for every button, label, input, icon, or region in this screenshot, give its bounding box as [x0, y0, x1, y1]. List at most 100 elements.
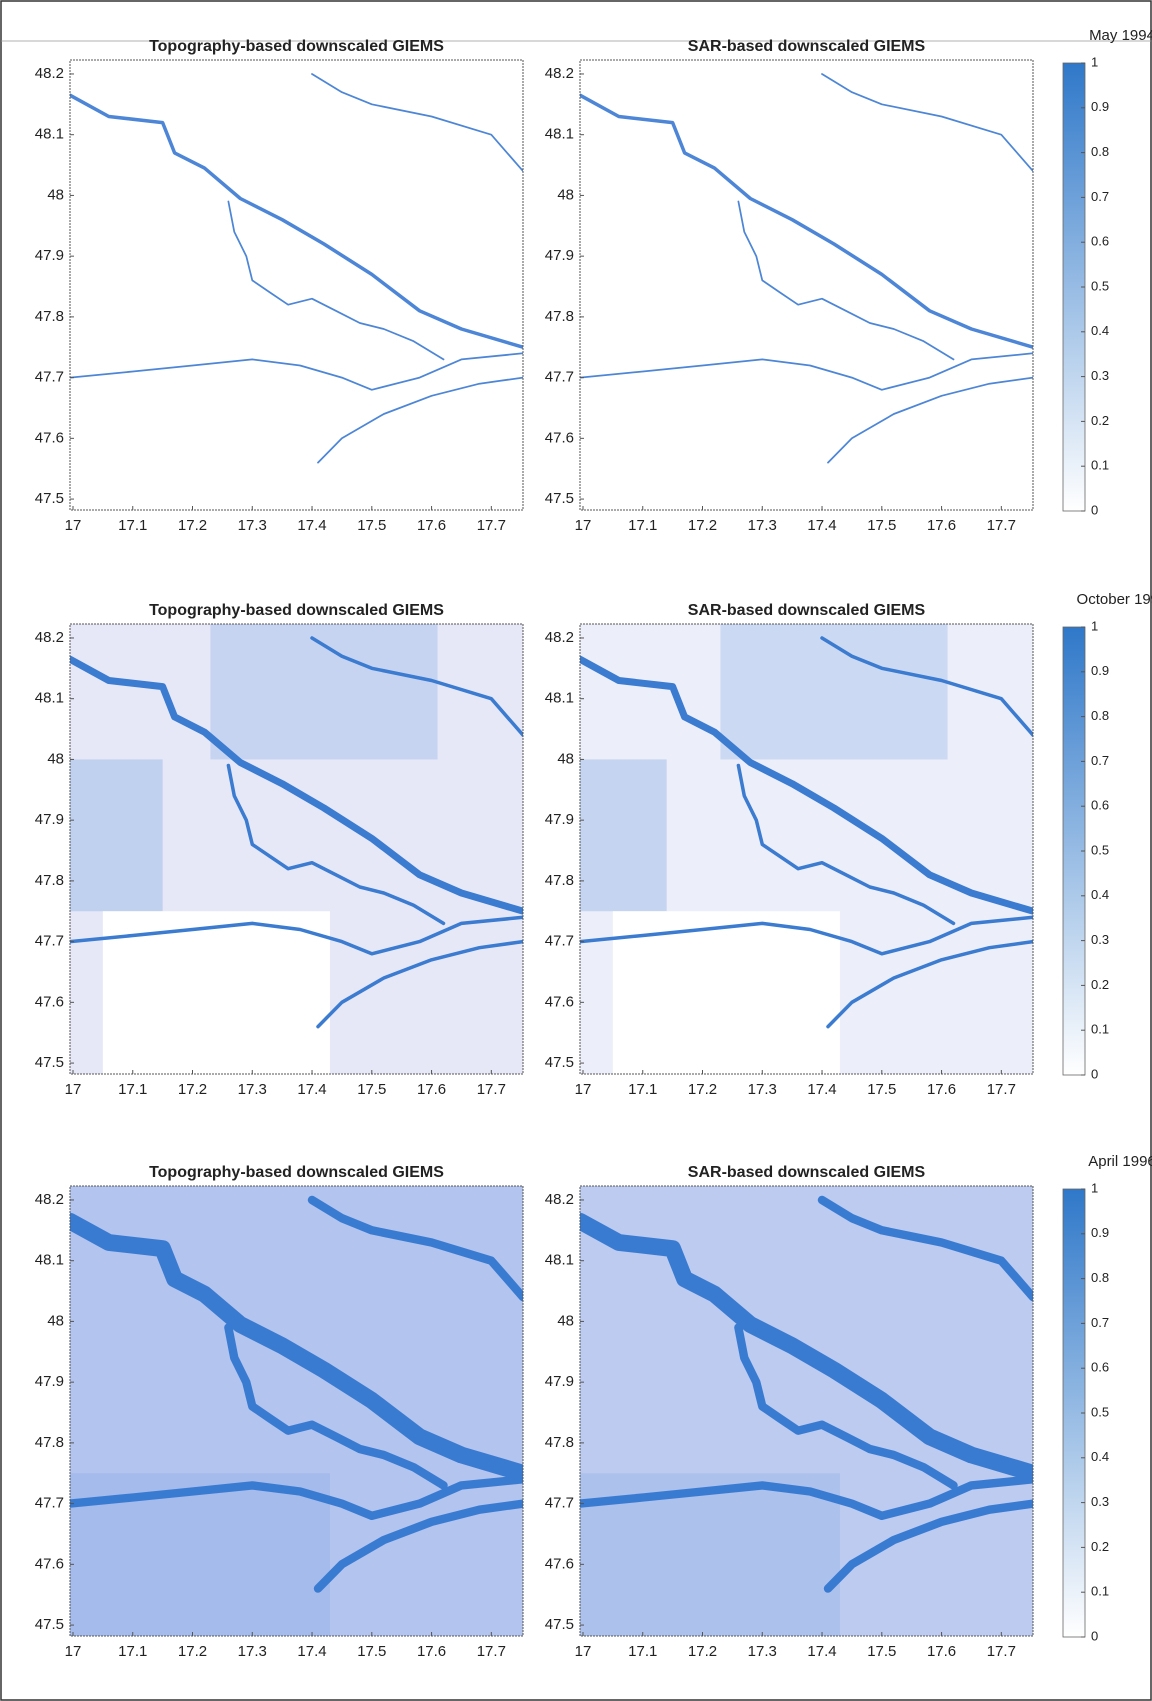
map-panel: Topography-based downscaled GIEMS 17 17.1 1…: [35, 1164, 524, 1660]
water: [70, 1212, 523, 1482]
water: [736, 763, 956, 926]
x-tick-label: 17.5: [357, 517, 386, 534]
water: [316, 939, 523, 1029]
colorbar-tick-label: 0.8: [1091, 144, 1109, 159]
colorbar-tick-label: 0.1: [1091, 1022, 1109, 1037]
water: [307, 1195, 523, 1302]
panel-title: Topography-based downscaled GIEMS: [149, 602, 444, 619]
y-tick-label: 47.8: [35, 872, 64, 889]
x-tick-label: 17.1: [118, 517, 147, 534]
colorbar-tick-label: 0.7: [1091, 1315, 1109, 1330]
colorbar-title: May 1994: [1089, 27, 1152, 44]
x-tick-label: 17.7: [987, 1081, 1016, 1098]
colorbar-tick-label: 0.8: [1091, 1270, 1109, 1285]
colorbar-tick-label: 0.1: [1091, 1584, 1109, 1599]
x-tick-label: 17.3: [748, 1643, 777, 1660]
water: [823, 1499, 1033, 1593]
water: [313, 1499, 523, 1593]
y-tick-label: 48.1: [545, 1252, 574, 1269]
water: [820, 636, 1033, 737]
x-tick-label: 17: [65, 1643, 82, 1660]
colorbar-tick-label: 0.3: [1091, 932, 1109, 947]
x-tick-label: 17.4: [807, 1081, 836, 1098]
water: [580, 93, 1033, 349]
y-tick-label: 48.1: [545, 126, 574, 143]
map-background: [580, 60, 1033, 510]
tile: [612, 911, 840, 1074]
colorbar-tick-label: 0.6: [1091, 1360, 1109, 1375]
water: [821, 73, 1033, 172]
x-tick-label: 17.6: [927, 1081, 956, 1098]
plot-frame: [579, 1185, 1034, 1637]
water: [817, 1195, 1033, 1302]
x-tick-label: 17.2: [688, 1081, 717, 1098]
x-tick-label: 17.3: [748, 517, 777, 534]
y-tick-label: 47.5: [545, 1616, 574, 1633]
colorbar-tick-label: 0: [1091, 1066, 1098, 1081]
map-content: [70, 73, 523, 464]
x-tick-label: 17.7: [477, 1081, 506, 1098]
water: [737, 200, 955, 361]
colorbar: April 1996 0 0.1 0.2 0.3 0.4 0.5 0.6 0.7 0.8 0.9 1: [1062, 1153, 1152, 1643]
y-tick-label: 47.6: [35, 993, 64, 1010]
y-tick-label: 48.2: [545, 629, 574, 646]
colorbar-tick-label: 0: [1091, 502, 1098, 517]
water: [70, 915, 523, 956]
y-tick-label: 48: [557, 186, 574, 203]
colorbar-tick-label: 0.9: [1091, 1225, 1109, 1240]
x-tick-label: 17.1: [118, 1643, 147, 1660]
y-tick-label: 48.1: [545, 690, 574, 707]
y-tick-label: 48.1: [35, 1252, 64, 1269]
x-tick-label: 17.4: [297, 517, 326, 534]
tile: [70, 759, 163, 912]
y-tick-label: 47.6: [545, 429, 574, 446]
colorbar-tick-label: 0.6: [1091, 798, 1109, 813]
y-tick-label: 47.6: [35, 429, 64, 446]
colorbar-tick-label: 0.3: [1091, 368, 1109, 383]
x-tick-label: 17.1: [118, 1081, 147, 1098]
y-tick-label: 48: [557, 1312, 574, 1329]
x-tick-label: 17.5: [867, 517, 896, 534]
x-tick-label: 17.3: [238, 1081, 267, 1098]
y-tick-label: 48.2: [35, 629, 64, 646]
colorbar-tick-label: 0.2: [1091, 977, 1109, 992]
colorbar: May 1994 0 0.1 0.2 0.3 0.4 0.5 0.6 0.7 0.8 0.9 1: [1062, 27, 1152, 517]
x-tick-label: 17.4: [807, 1643, 836, 1660]
x-tick-label: 17.1: [628, 1643, 657, 1660]
map-background: [70, 60, 523, 510]
y-tick-label: 48: [557, 750, 574, 767]
map-content: [580, 624, 1033, 1074]
water: [580, 915, 1033, 956]
y-tick-label: 47.7: [35, 369, 64, 386]
y-tick-label: 48.2: [545, 1191, 574, 1208]
plot-frame: [69, 59, 524, 511]
y-tick-label: 48.2: [545, 65, 574, 82]
y-tick-label: 47.5: [35, 490, 64, 507]
colorbar-tick-label: 1: [1091, 1180, 1098, 1195]
x-tick-label: 17.6: [927, 517, 956, 534]
x-tick-label: 17.5: [867, 1081, 896, 1098]
y-tick-label: 47.5: [35, 1616, 64, 1633]
y-tick-label: 47.7: [545, 933, 574, 950]
colorbar-tick-label: 0.7: [1091, 189, 1109, 204]
y-tick-label: 47.7: [545, 1495, 574, 1512]
y-tick-label: 47.9: [545, 247, 574, 264]
water: [70, 1475, 523, 1520]
x-tick-label: 17.2: [688, 517, 717, 534]
x-tick-label: 17.5: [357, 1643, 386, 1660]
y-tick-label: 47.8: [35, 1434, 64, 1451]
water: [580, 655, 1033, 915]
water: [70, 352, 523, 391]
plot-frame: [69, 623, 524, 1075]
panel-title: SAR-based downscaled GIEMS: [688, 602, 926, 619]
colorbar-title: October 1993: [1077, 591, 1152, 608]
y-tick-label: 47.7: [35, 1495, 64, 1512]
y-tick-label: 48.2: [35, 65, 64, 82]
x-tick-label: 17.4: [297, 1081, 326, 1098]
map-content: [580, 1195, 1033, 1636]
x-tick-label: 17.7: [987, 1643, 1016, 1660]
x-tick-label: 17.3: [748, 1081, 777, 1098]
x-tick-label: 17.6: [417, 1643, 446, 1660]
